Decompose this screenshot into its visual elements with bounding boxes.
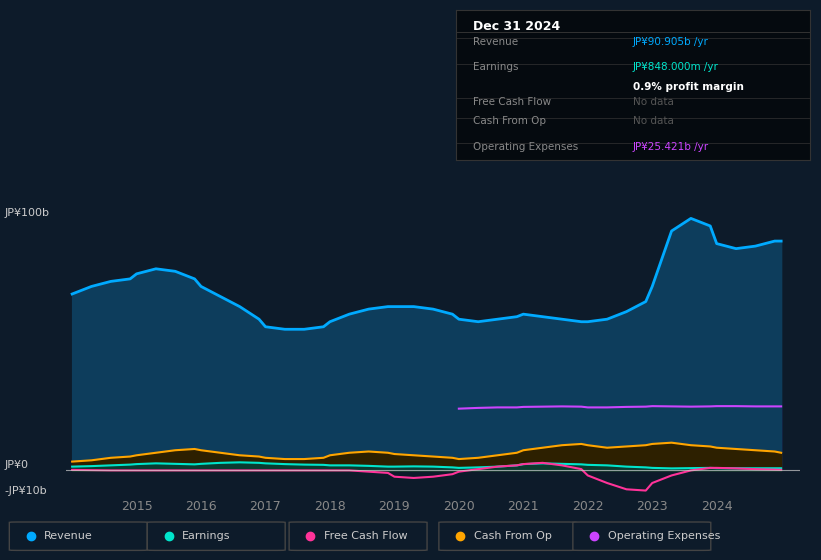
- FancyBboxPatch shape: [573, 522, 711, 550]
- Text: Dec 31 2024: Dec 31 2024: [474, 20, 561, 33]
- Text: JP¥90.905b /yr: JP¥90.905b /yr: [633, 36, 709, 46]
- Text: Revenue: Revenue: [44, 531, 93, 541]
- Text: JP¥25.421b /yr: JP¥25.421b /yr: [633, 142, 709, 152]
- Text: 0.9% profit margin: 0.9% profit margin: [633, 82, 744, 91]
- Text: Earnings: Earnings: [182, 531, 231, 541]
- FancyBboxPatch shape: [289, 522, 427, 550]
- FancyBboxPatch shape: [439, 522, 577, 550]
- FancyBboxPatch shape: [147, 522, 285, 550]
- Text: JP¥848.000m /yr: JP¥848.000m /yr: [633, 62, 719, 72]
- Text: -JP¥10b: -JP¥10b: [4, 486, 47, 496]
- Text: Operating Expenses: Operating Expenses: [608, 531, 720, 541]
- Text: Cash From Op: Cash From Op: [474, 531, 552, 541]
- Text: JP¥100b: JP¥100b: [4, 208, 49, 218]
- Text: Operating Expenses: Operating Expenses: [474, 142, 579, 152]
- Text: Free Cash Flow: Free Cash Flow: [323, 531, 407, 541]
- Text: Cash From Op: Cash From Op: [474, 116, 547, 126]
- Text: Free Cash Flow: Free Cash Flow: [474, 96, 552, 106]
- Text: No data: No data: [633, 96, 674, 106]
- Text: JP¥0: JP¥0: [4, 460, 28, 470]
- Text: Earnings: Earnings: [474, 62, 519, 72]
- Text: No data: No data: [633, 116, 674, 126]
- Text: Revenue: Revenue: [474, 36, 519, 46]
- FancyBboxPatch shape: [9, 522, 147, 550]
